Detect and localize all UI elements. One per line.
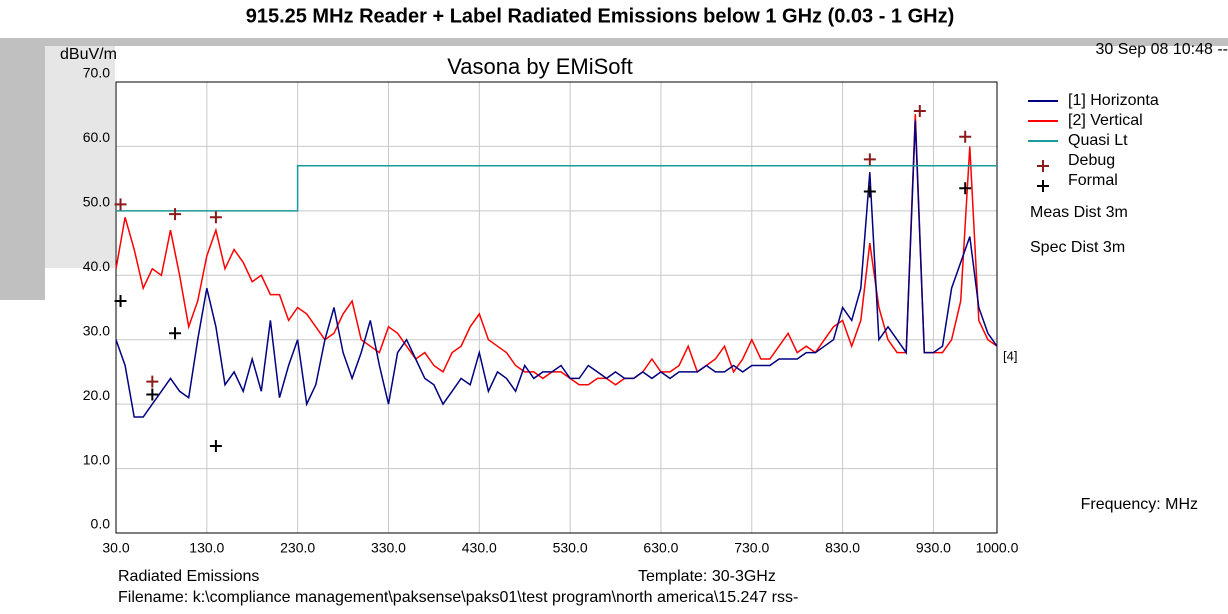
marker — [146, 388, 159, 401]
x-tick-label: 130.0 — [189, 540, 224, 556]
decor-band — [45, 38, 1228, 46]
marker — [913, 104, 926, 117]
marker — [863, 153, 876, 166]
x-tick-label: 30.0 — [102, 540, 129, 556]
marker — [863, 185, 876, 198]
x-tick-label: 630.0 — [643, 540, 678, 556]
data-line — [115, 114, 998, 386]
chart-title: 915.25 MHz Reader + Label Radiated Emiss… — [246, 5, 955, 27]
annotation: [4] — [1003, 348, 1017, 363]
marker — [114, 295, 127, 308]
marker — [146, 375, 159, 388]
legend-label: [1] Horizonta — [1068, 92, 1159, 109]
timestamp: 30 Sep 08 10:48 -- — [1095, 41, 1228, 58]
x-tick-label: 530.0 — [553, 540, 588, 556]
chart-subtitle: Vasona by EMiSoft — [447, 54, 632, 79]
marker — [209, 211, 222, 224]
annotation: Meas Dist 3m — [1030, 204, 1128, 221]
y-tick-label: 20.0 — [83, 387, 110, 403]
legend-marker — [1037, 180, 1049, 192]
x-tick-label: 430.0 — [462, 540, 497, 556]
marker — [169, 327, 182, 340]
y-tick-label: 10.0 — [83, 451, 110, 467]
x-tick-label: 730.0 — [734, 540, 769, 556]
plot-frame — [115, 81, 998, 534]
y-tick-label: 50.0 — [83, 194, 110, 210]
legend-marker — [1037, 160, 1049, 172]
y-tick-label: 0.0 — [91, 516, 111, 532]
legend-label: Debug — [1068, 152, 1115, 169]
legend-label: [2] Vertical — [1068, 112, 1143, 129]
marker — [959, 130, 972, 143]
footer: Filename: k:\compliance management\pakse… — [118, 589, 798, 606]
footer: Template: 30-3GHz — [638, 568, 776, 585]
data-line — [115, 120, 998, 418]
decor-bar — [0, 38, 45, 300]
y-tick-label: 60.0 — [83, 129, 110, 145]
marker — [959, 182, 972, 195]
x-axis-label: Frequency: MHz — [1081, 496, 1198, 513]
legend-label: Formal — [1068, 172, 1118, 189]
marker — [114, 198, 127, 211]
x-tick-label: 1000.0 — [976, 540, 1019, 556]
decor-panel — [45, 46, 115, 268]
y-tick-label: 40.0 — [83, 258, 110, 274]
data-line — [116, 165, 997, 212]
marker — [209, 440, 222, 453]
x-tick-label: 830.0 — [825, 540, 860, 556]
y-tick-label: 70.0 — [83, 65, 110, 81]
legend-label: Quasi Lt — [1068, 132, 1128, 149]
x-tick-label: 930.0 — [916, 540, 951, 556]
footer: Radiated Emissions — [118, 568, 259, 585]
x-tick-label: 330.0 — [371, 540, 406, 556]
y-axis-label: dBuV/m — [60, 46, 117, 63]
y-tick-label: 30.0 — [83, 322, 110, 338]
x-tick-label: 230.0 — [280, 540, 315, 556]
annotation: Spec Dist 3m — [1030, 239, 1125, 256]
marker — [169, 208, 182, 221]
